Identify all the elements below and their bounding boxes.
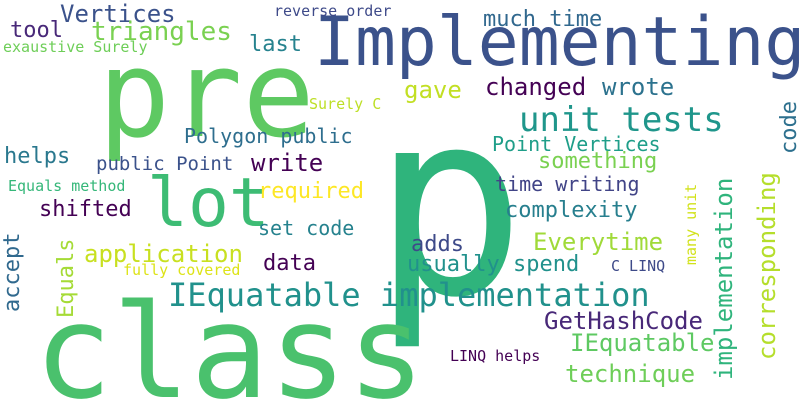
cloud-word: LINQ helps [450,347,541,365]
cloud-word: required [258,179,364,204]
cloud-word: write [251,149,324,177]
cloud-word: Equals [54,238,79,318]
cloud-word: helps [4,144,71,169]
cloud-word: Everytime [533,228,664,256]
cloud-word: IEquatable implementation [168,276,650,314]
cloud-word: time writing [495,172,640,196]
cloud-word: Implementing [314,3,800,82]
cloud-word: Equals method [8,177,126,195]
cloud-word: data [263,251,316,276]
cloud-word: accept [0,232,25,312]
cloud-word: Polygon public [184,124,353,148]
cloud-word: reverse order [274,2,392,20]
cloud-word: implementation [710,177,738,380]
cloud-word: last [249,32,302,57]
cloud-word: technique [565,360,696,388]
cloud-word: set code [258,216,355,240]
cloud-word: changed [485,73,587,101]
cloud-word: IEquatable [570,329,715,357]
cloud-word: exaustive Surely [3,38,148,56]
cloud-word: Surely C [309,95,382,113]
cloud-word: shifted [39,197,132,222]
cloud-word: triangles [91,17,232,47]
cloud-word: unit tests [519,100,724,140]
cloud-word: much time [483,7,603,32]
cloud-word: adds [411,232,464,257]
cloud-word: fully covered [123,261,241,279]
cloud-word: tool [10,18,63,43]
cloud-word: usually spend [407,252,580,277]
cloud-word: p [372,56,527,354]
cloud-word: pre [98,26,315,165]
cloud-word: many unit [682,183,700,265]
cloud-word: corresponding [753,172,781,360]
cloud-word: C LINQ [611,257,666,275]
cloud-word: class [34,276,426,400]
cloud-word: application [84,240,243,268]
cloud-word: code [777,101,800,154]
cloud-word: public Point [96,153,234,175]
cloud-word: something [538,149,658,174]
cloud-word: GetHashCode [544,307,703,335]
cloud-word: Point Vertices [492,132,661,156]
cloud-word: Vertices [60,0,176,28]
cloud-word: lot [147,164,270,243]
cloud-word: gave [404,76,462,104]
cloud-word: wrote [602,73,675,101]
cloud-word: complexity [505,198,638,223]
